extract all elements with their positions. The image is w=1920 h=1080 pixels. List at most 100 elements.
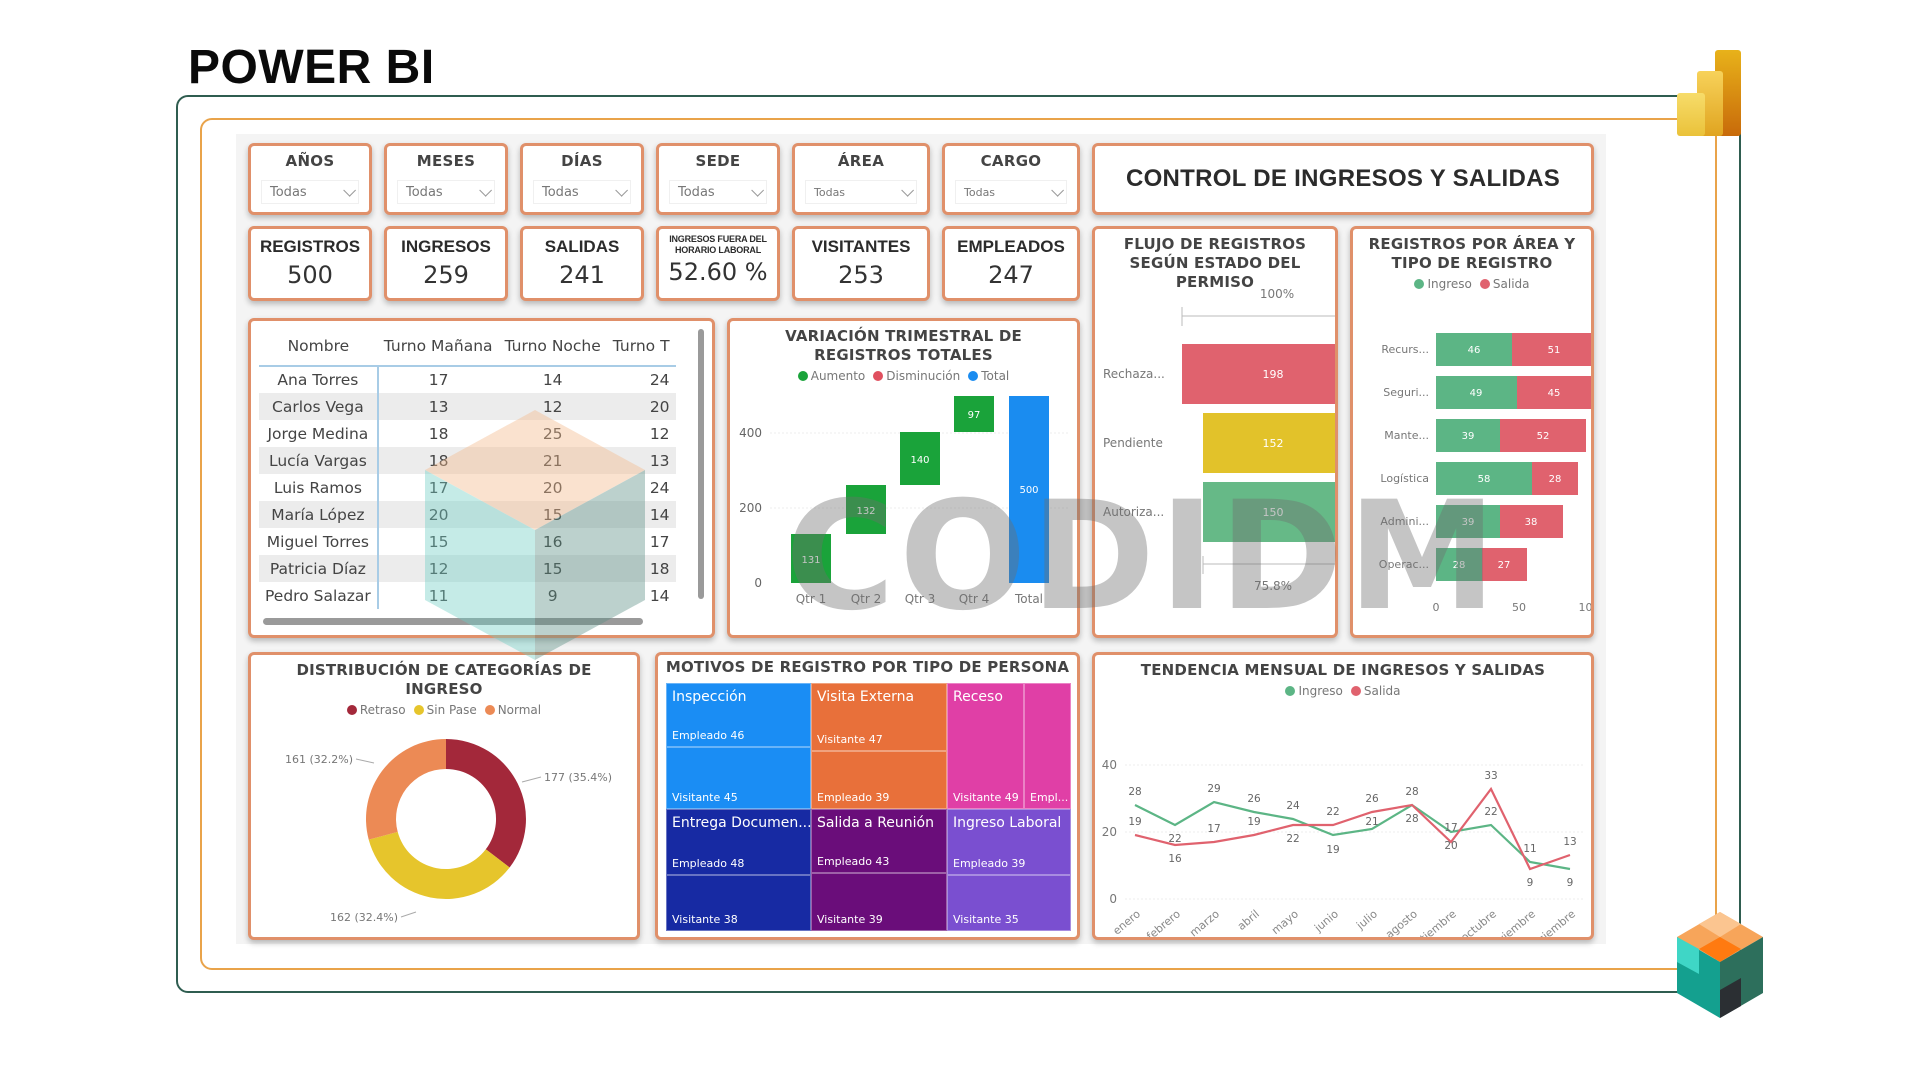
chevron-down-icon — [1051, 183, 1064, 197]
legend-item[interactable]: Ingreso — [1285, 684, 1343, 698]
bar-salida[interactable] — [1512, 333, 1593, 366]
x-tick: julio — [1353, 907, 1380, 932]
slicer-value: Todas — [814, 185, 846, 199]
table-row[interactable]: Ana Torres 17 14 24 — [259, 366, 676, 393]
legend-item[interactable]: Total — [968, 369, 1009, 383]
horizontal-scrollbar[interactable] — [263, 618, 643, 625]
slicer-area[interactable]: ÁREA Todas — [792, 143, 930, 215]
line-salida[interactable] — [1134, 786, 1571, 871]
treemap-cell[interactable]: Visitante 39 — [811, 873, 947, 931]
bar-ingreso[interactable] — [1436, 505, 1500, 538]
legend-item[interactable]: Retraso — [346, 703, 406, 717]
table-row[interactable]: Lucía Vargas 18 21 13 — [259, 447, 676, 474]
legend-item[interactable]: Salida — [1350, 684, 1401, 698]
funnel-plot: 100% 198 152 150 Rechaza... Pendiente Au… — [1103, 287, 1335, 593]
vertical-scrollbar[interactable] — [698, 329, 704, 599]
cell-value: 15 — [428, 532, 449, 551]
bar-salida[interactable] — [1500, 419, 1586, 452]
column-header[interactable]: Turno T — [606, 329, 676, 367]
treemap-cell[interactable]: Visita Externa Visitante 47 — [811, 683, 947, 751]
table-row[interactable]: Luis Ramos 17 20 24 — [259, 474, 676, 501]
table-row[interactable]: Patricia Díaz 12 15 18 — [259, 555, 676, 582]
bar-ingreso[interactable] — [1436, 548, 1482, 581]
column-header[interactable]: Nombre — [259, 329, 378, 367]
bar-total[interactable] — [1009, 396, 1049, 583]
legend-label: Ingreso — [1298, 684, 1343, 698]
bar-salida[interactable] — [1482, 548, 1527, 581]
bar-salida[interactable] — [1500, 505, 1563, 538]
slicer-cargo[interactable]: CARGO Todas — [942, 143, 1080, 215]
table-row[interactable]: Carlos Vega 13 12 20 — [259, 393, 676, 420]
slicer-dias[interactable]: DÍAS Todas — [520, 143, 644, 215]
data-label: 45 — [1548, 388, 1561, 399]
bar-qtr2[interactable] — [846, 485, 886, 534]
slicer-sede[interactable]: SEDE Todas — [656, 143, 780, 215]
x-tick: mayo — [1269, 907, 1301, 937]
funnel-bar-pendiente[interactable] — [1203, 413, 1335, 473]
slicer-anos[interactable]: AÑOS Todas — [248, 143, 372, 215]
bar-ingreso[interactable] — [1436, 333, 1512, 366]
cell-label: Visitante 35 — [953, 913, 1019, 926]
treemap-cell[interactable]: Empleado 39 — [811, 751, 947, 809]
donut-slice-retraso[interactable] — [446, 739, 526, 868]
donut-slice-sinpase[interactable] — [368, 831, 510, 899]
table-row[interactable]: Pedro Salazar 11 9 14 — [259, 582, 676, 609]
treemap-cell[interactable]: Inspección Empleado 46 — [666, 683, 811, 747]
table-row[interactable]: Miguel Torres 15 16 17 — [259, 528, 676, 555]
bar-ingreso[interactable] — [1436, 419, 1500, 452]
bar-ingreso[interactable] — [1436, 376, 1517, 409]
cell-value: 24 — [649, 371, 670, 389]
cell-name: Carlos Vega — [259, 393, 379, 420]
legend-item[interactable]: Aumento — [797, 369, 865, 383]
slicer-dropdown[interactable]: Todas — [955, 180, 1067, 204]
funnel-bar-autorizado[interactable] — [1203, 482, 1335, 542]
data-label: 28 — [1549, 474, 1562, 485]
slicer-dropdown[interactable]: Todas — [533, 180, 631, 204]
legend-dot-icon — [1350, 686, 1361, 696]
funnel-bar-rechazado[interactable] — [1182, 344, 1335, 404]
legend-item[interactable]: Disminución — [873, 369, 960, 383]
legend-item[interactable]: Sin Pase — [413, 703, 477, 717]
slicer-dropdown[interactable]: Todas — [261, 180, 359, 204]
legend-label: Normal — [497, 703, 542, 717]
slicer-dropdown[interactable]: Todas — [669, 180, 767, 204]
legend-item[interactable]: Ingreso — [1414, 277, 1472, 291]
column-header[interactable]: Turno Noche — [498, 329, 607, 367]
treemap-cell[interactable]: Entrega Documen... Empleado 48 — [666, 809, 812, 875]
cell-value: 17 — [428, 371, 449, 389]
slicer-dropdown[interactable]: Todas — [805, 180, 917, 204]
cell-value: 16 — [542, 532, 563, 551]
treemap-cell[interactable]: Visitante 45 — [666, 747, 811, 809]
slicer-meses[interactable]: MESES Todas — [384, 143, 508, 215]
kpi-value: 247 — [988, 261, 1034, 289]
legend-item[interactable]: Salida — [1479, 277, 1530, 291]
treemap-cell[interactable]: Salida a Reunión Empleado 43 — [811, 809, 947, 873]
bar-qtr1[interactable] — [791, 534, 831, 583]
category-label: Recurs... — [1381, 343, 1429, 356]
table-row[interactable]: Jorge Medina 18 25 12 — [259, 420, 676, 447]
bar-ingreso[interactable] — [1436, 462, 1532, 495]
bar-qtr4[interactable] — [954, 396, 994, 432]
treemap-cell[interactable]: Visitante 35 — [947, 875, 1071, 931]
x-tick: enero — [1110, 907, 1143, 937]
cell-title: Ingreso Laboral — [953, 815, 1062, 831]
treemap-cell[interactable]: Ingreso Laboral Empleado 39 — [947, 809, 1071, 875]
bar-salida[interactable] — [1517, 376, 1591, 409]
slicer-dropdown[interactable]: Todas — [397, 180, 495, 204]
donut-slice-normal[interactable] — [366, 739, 446, 840]
line-ingreso[interactable] — [1134, 800, 1571, 871]
legend-label: Sin Pase — [426, 703, 477, 717]
bar-salida[interactable] — [1532, 462, 1578, 495]
data-label: 22 — [1484, 806, 1497, 818]
table-row[interactable]: María López 20 15 14 — [259, 501, 676, 528]
slicer-label: CARGO — [980, 152, 1042, 170]
treemap-cell[interactable]: Receso Visitante 49 — [947, 683, 1024, 809]
treemap-cell[interactable]: Empl... — [1024, 683, 1071, 809]
data-label: 161 (32.2%) — [285, 753, 353, 766]
treemap-cell[interactable]: Visitante 38 — [666, 875, 811, 931]
legend-item[interactable]: Normal — [484, 703, 542, 717]
column-header[interactable]: Turno Mañana — [377, 329, 499, 367]
bar-qtr3[interactable] — [900, 432, 940, 485]
slicer-label: ÁREA — [837, 152, 885, 170]
y-tick: 40 — [1102, 758, 1117, 772]
